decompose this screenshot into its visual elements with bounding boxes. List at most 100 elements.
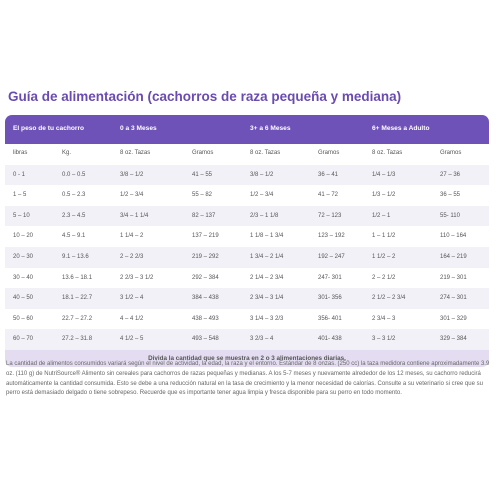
group-header-3-6: 3+ a 6 Meses (250, 125, 291, 132)
table-cell: 3/8 – 1/2 (120, 171, 144, 178)
table-cell: 2.3 – 4.5 (62, 212, 86, 219)
table-cell: 1/3 – 1/2 (372, 192, 396, 199)
table-cell: 137 – 219 (192, 233, 219, 240)
table-cell: 40 – 50 (13, 295, 34, 302)
table-cell: 164 – 219 (440, 253, 467, 260)
table-cell: 2 – 2 2/3 (120, 253, 144, 260)
table-row: 1 – 5 0.5 – 2.3 1/2 – 3/4 55 – 82 1/2 – 3/4 4… (5, 185, 489, 206)
table-cell: 2 1/4 – 2 3/4 (250, 274, 284, 281)
subheader-cell: 8 oz. Tazas (250, 150, 281, 156)
table-cell: 1/2 – 1 (372, 212, 391, 219)
feeding-note: La cantidad de alimentos consumidos vari… (6, 361, 490, 397)
table-cell: 22.7 – 27.2 (62, 315, 93, 322)
subheader-cell: 8 oz. Tazas (372, 150, 403, 156)
table-cell: 1/2 – 3/4 (250, 192, 274, 199)
table-row: 5 – 10 2.3 – 4.5 3/4 – 1 1/4 82 – 137 2/3 – … (5, 205, 489, 227)
table-cell: 36 – 55 (440, 192, 461, 199)
table-cell: 274 – 301 (440, 295, 467, 302)
table-cell: 41 – 72 (318, 192, 339, 199)
table-cell: 1/2 – 3/4 (120, 192, 144, 199)
table-cell: 384 – 438 (192, 295, 219, 302)
table-row: 40 – 50 18.1 – 22.7 3 1/2 – 4 384 – 438 2 3/… (5, 288, 489, 309)
group-header-6-adult: 6+ Meses a Adulto (372, 125, 430, 132)
table-cell: 1 – 1 1/2 (372, 233, 396, 240)
table-cell: 301 – 329 (440, 315, 467, 322)
table-cell: 36 – 41 (318, 171, 339, 178)
table-row: 30 – 40 13.6 – 18.1 2 2/3 – 3 1/2 292 – 384… (5, 268, 489, 289)
table-cell: 27.2 – 31.8 (62, 336, 93, 343)
table-cell: 60 – 70 (13, 336, 34, 343)
table-row: 50 – 60 22.7 – 27.2 4 – 4 1/2 438 – 493 3 1/… (5, 309, 489, 330)
table-cell: 3 – 3 1/2 (372, 336, 396, 343)
table-cell: 9.1 – 13.6 (62, 253, 89, 260)
table-cell: 4 – 4 1/2 (120, 315, 144, 322)
table-cell: 219 – 301 (440, 274, 467, 281)
table-cell: 4.5 – 9.1 (62, 233, 86, 240)
subheader-cell: Gramos (318, 150, 340, 156)
table-row: 60 – 70 27.2 – 31.8 4 1/2 – 5 493 – 548 3 2/… (5, 329, 489, 350)
table-cell: 493 – 548 (192, 336, 219, 343)
table-cell: 2 – 2 1/2 (372, 274, 396, 281)
table-cell: 27 – 36 (440, 171, 461, 178)
table-cell: 13.6 – 18.1 (62, 274, 93, 281)
table-cell: 329 – 384 (440, 336, 467, 343)
table-subheader-row: libras Kg. 8 oz. Tazas Gramos 8 oz. Taza… (5, 144, 489, 165)
table-cell: 292 – 384 (192, 274, 219, 281)
table-cell: 3 1/2 – 4 (120, 295, 144, 302)
table-cell: 3/4 – 1 1/4 (120, 212, 149, 219)
table-row: 0 - 1 0.0 – 0.5 3/8 – 1/2 41 – 55 3/8 – 1/2 3… (5, 164, 489, 186)
table-cell: 10 – 20 (13, 233, 34, 240)
group-header-0-3: 0 a 3 Meses (120, 125, 157, 132)
feeding-table: El peso de tu cachorro 0 a 3 Meses 3+ a … (5, 115, 489, 367)
table-cell: 192 – 247 (318, 253, 345, 260)
group-header-weight: El peso de tu cachorro (13, 125, 85, 132)
table-cell: 18.1 – 22.7 (62, 295, 93, 302)
table-cell: 2 2/3 – 3 1/2 (120, 274, 154, 281)
table-cell: 72 – 123 (318, 212, 342, 219)
subheader-cell: 8 oz. Tazas (120, 150, 151, 156)
table-cell: 1 1/8 – 1 3/4 (250, 233, 284, 240)
table-row: 20 – 30 9.1 – 13.6 2 – 2 2/3 219 – 292 1 3/4… (5, 246, 489, 268)
table-cell: 2 3/4 – 3 1/4 (250, 295, 284, 302)
table-cell: 4 1/2 – 5 (120, 336, 144, 343)
table-cell: 3/8 – 1/2 (250, 171, 274, 178)
table-cell: 2/3 – 1 1/8 (250, 212, 279, 219)
table-cell: 30 – 40 (13, 274, 34, 281)
table-cell: 3 1/4 – 3 2/3 (250, 315, 284, 322)
table-cell: 1 1/4 – 2 (120, 233, 144, 240)
table-cell: 41 – 55 (192, 171, 213, 178)
table-cell: 2 1/2 – 2 3/4 (372, 295, 406, 302)
table-group-header: El peso de tu cachorro 0 a 3 Meses 3+ a … (5, 115, 489, 144)
table-cell: 1 3/4 – 2 1/4 (250, 253, 284, 260)
table-cell: 0.0 – 0.5 (62, 171, 86, 178)
table-cell: 219 – 292 (192, 253, 219, 260)
table-body: 0 - 1 0.0 – 0.5 3/8 – 1/2 41 – 55 3/8 – 1/2 3… (5, 164, 489, 350)
table-cell: 55- 110 (440, 212, 460, 219)
table-cell: 110 – 164 (440, 233, 467, 240)
table-cell: 1 1/2 – 2 (372, 253, 396, 260)
table-cell: 20 – 30 (13, 253, 34, 260)
table-cell: 50 – 60 (13, 315, 34, 322)
subheader-cell: Gramos (440, 150, 462, 156)
table-cell: 123 – 192 (318, 233, 345, 240)
table-cell: 438 – 493 (192, 315, 219, 322)
table-footer: Divida la cantidad que se muestra en 2 o… (5, 349, 489, 367)
table-cell: 401- 438 (318, 336, 342, 343)
table-cell: 3 2/3 – 4 (250, 336, 274, 343)
page-title: Guía de alimentación (cachorros de raza … (8, 89, 402, 104)
table-cell: 0.5 – 2.3 (62, 192, 86, 199)
table-cell: 82 – 137 (192, 212, 216, 219)
subheader-cell: Kg. (62, 150, 72, 156)
table-cell: 5 – 10 (13, 212, 30, 219)
subheader-cell: Gramos (192, 150, 214, 156)
table-cell: 247- 301 (318, 274, 342, 281)
subheader-cell: libras (13, 150, 28, 156)
table-cell: 0 - 1 (13, 171, 26, 178)
table-cell: 55 – 82 (192, 192, 213, 199)
table-cell: 356- 401 (318, 315, 342, 322)
table-row: 10 – 20 4.5 – 9.1 1 1/4 – 2 137 – 219 1 1/8 … (5, 226, 489, 247)
table-cell: 2 3/4 – 3 (372, 315, 396, 322)
table-cell: 1/4 – 1/3 (372, 171, 396, 178)
table-cell: 1 – 5 (13, 192, 27, 199)
table-cell: 301- 356 (318, 295, 342, 302)
